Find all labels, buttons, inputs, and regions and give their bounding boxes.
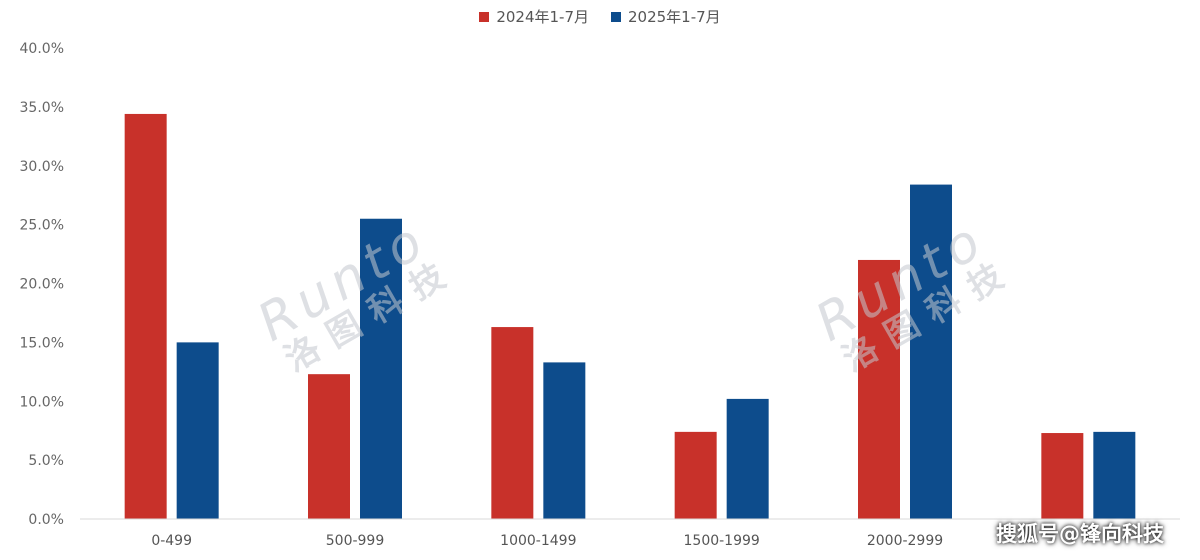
y-tick-label: 40.0% [20, 41, 64, 57]
bar-2025-0 [176, 342, 219, 519]
x-tick-label: 0-499 [151, 533, 192, 549]
x-tick-label: 1500-1999 [684, 533, 760, 549]
bar-2025-3 [726, 398, 769, 519]
bar-group [124, 113, 1136, 520]
y-tick-label: 25.0% [20, 218, 64, 234]
x-tick-label: 500-999 [326, 533, 385, 549]
x-tick-label: 2000-2999 [867, 533, 943, 549]
y-tick-label: 10.0% [20, 394, 64, 410]
y-tick-label: 15.0% [20, 335, 64, 351]
y-tick-label: 20.0% [20, 277, 64, 293]
y-tick-label: 30.0% [20, 159, 64, 175]
y-tick-label: 0.0% [28, 512, 64, 528]
bar-2025-5 [1093, 431, 1136, 519]
chart-legend: 2024年1-7月 2025年1-7月 [0, 6, 1200, 27]
bar-2025-2 [543, 362, 586, 519]
bar-2024-1 [308, 374, 350, 519]
y-tick-label: 35.0% [20, 100, 64, 116]
bar-2025-1 [360, 218, 402, 520]
legend-swatch-2024 [479, 11, 490, 22]
legend-label-2024: 2024年1-7月 [496, 8, 589, 26]
x-axis: 0-499 500-999 1000-1499 1500-1999 2000-2999 [151, 533, 943, 549]
y-tick-label: 5.0% [28, 453, 64, 469]
legend-label-2025: 2025年1-7月 [628, 8, 721, 26]
legend-swatch-2025 [611, 11, 621, 22]
bar-2025-4 [910, 184, 952, 519]
bar-2024-0 [124, 113, 167, 519]
y-axis: 0.0% 5.0% 10.0% 15.0% 20.0% 25.0% 30.0% 35.0% 40… [20, 41, 64, 528]
legend-item-2024: 2024年1-7月 [479, 6, 589, 27]
bar-2024-5 [1041, 433, 1084, 519]
bar-2024-2 [491, 327, 534, 519]
x-tick-label: 1000-1499 [500, 533, 576, 549]
source-label: 搜狐号@锋向科技 [996, 522, 1164, 546]
bar-2024-4 [858, 259, 900, 519]
bar-2024-3 [674, 431, 717, 519]
legend-item-2025: 2025年1-7月 [611, 6, 721, 27]
